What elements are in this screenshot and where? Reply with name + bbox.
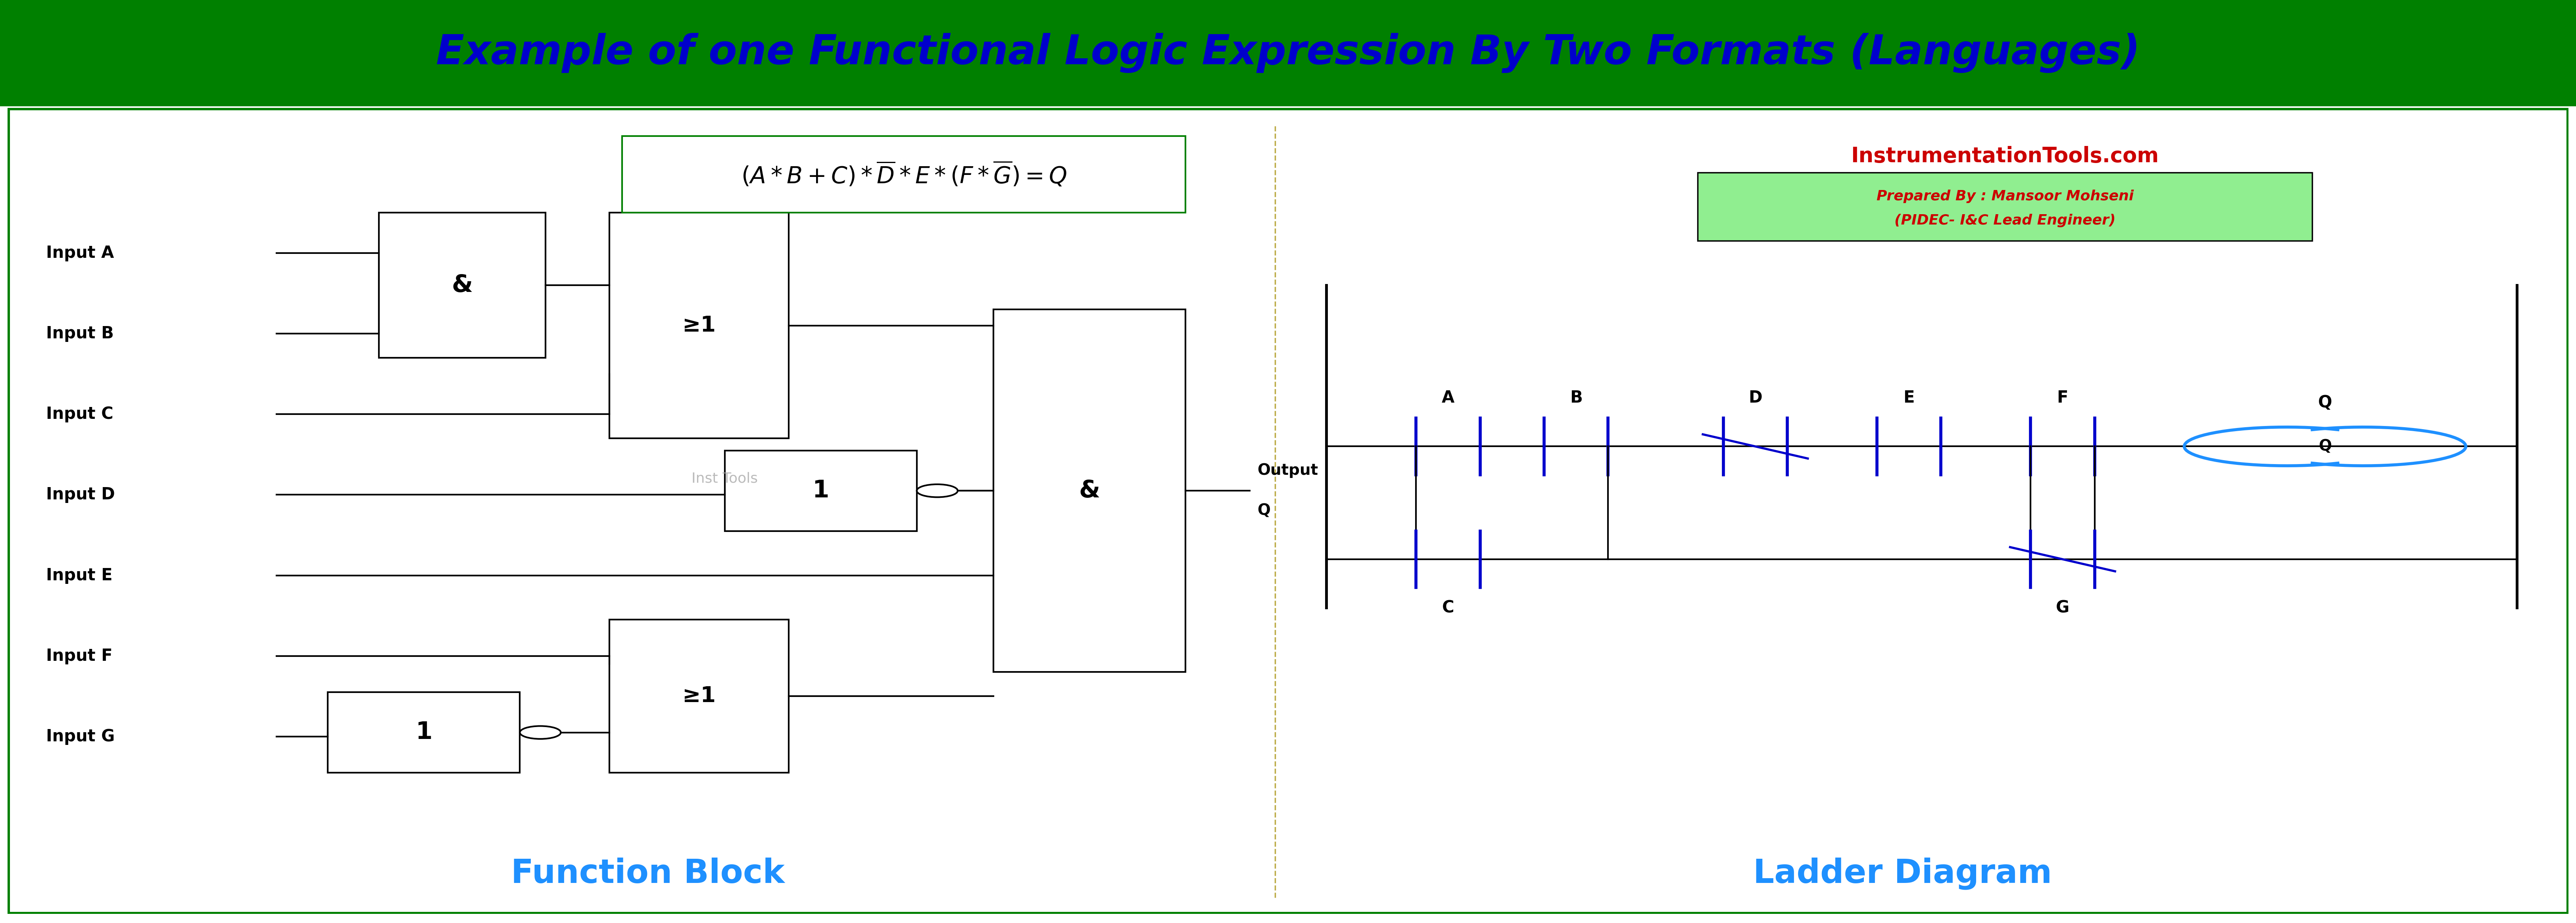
Text: Input F: Input F [46, 648, 113, 665]
FancyBboxPatch shape [724, 450, 917, 531]
Text: Q: Q [2318, 438, 2331, 454]
Text: (PIDEC- I&C Lead Engineer): (PIDEC- I&C Lead Engineer) [1893, 213, 2115, 227]
Text: D: D [1749, 390, 1762, 406]
Text: ≥1: ≥1 [683, 315, 716, 336]
Text: Q: Q [2318, 394, 2331, 411]
Text: F: F [2056, 390, 2069, 406]
Text: B: B [1569, 390, 1582, 406]
FancyBboxPatch shape [994, 309, 1185, 672]
FancyBboxPatch shape [611, 619, 788, 773]
Text: 1: 1 [415, 721, 433, 744]
Text: C: C [1443, 600, 1453, 617]
Text: Input E: Input E [46, 567, 113, 583]
Text: InstrumentationTools.com: InstrumentationTools.com [1852, 146, 2159, 167]
Text: E: E [1904, 390, 1914, 406]
Text: Function Block: Function Block [510, 857, 786, 890]
FancyBboxPatch shape [379, 212, 546, 358]
FancyBboxPatch shape [623, 137, 1185, 212]
Text: Q: Q [1257, 503, 1270, 519]
Text: ≥1: ≥1 [683, 686, 716, 707]
Text: &: & [451, 273, 474, 297]
Text: 1: 1 [811, 479, 829, 502]
FancyBboxPatch shape [327, 692, 520, 773]
Text: Input A: Input A [46, 245, 113, 261]
Text: Output: Output [1257, 463, 1319, 478]
Text: Input D: Input D [46, 486, 116, 503]
Text: Prepared By : Mansoor Mohseni: Prepared By : Mansoor Mohseni [1875, 190, 2133, 203]
Text: Input G: Input G [46, 728, 116, 745]
Text: $(A * B + C) * \overline{D} * E * (F * \overline{G}) = Q$: $(A * B + C) * \overline{D} * E * (F * \… [742, 161, 1066, 188]
Text: Inst Tools: Inst Tools [690, 472, 757, 485]
FancyBboxPatch shape [1698, 173, 2313, 241]
Text: Input C: Input C [46, 406, 113, 423]
FancyBboxPatch shape [0, 0, 2576, 106]
Text: G: G [2056, 600, 2069, 617]
Text: Ladder Diagram: Ladder Diagram [1754, 857, 2053, 890]
FancyBboxPatch shape [611, 212, 788, 438]
Text: &: & [1079, 479, 1100, 502]
Text: Input B: Input B [46, 325, 113, 342]
Text: Example of one Functional Logic Expression By Two Formats (Languages): Example of one Functional Logic Expressi… [435, 33, 2141, 73]
FancyBboxPatch shape [8, 108, 2568, 914]
Text: A: A [1443, 390, 1455, 406]
